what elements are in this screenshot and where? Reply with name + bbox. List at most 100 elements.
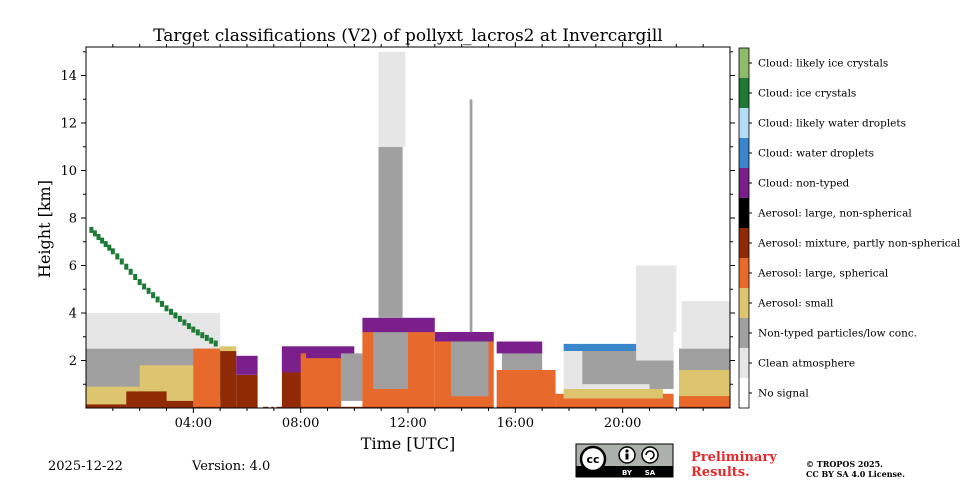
ice-trail-point-4-4: [209, 337, 214, 344]
plot-area: [85, 46, 731, 409]
y-tick-label-4: 10: [60, 164, 77, 179]
region-non-typed-particles-low-conc--16: [340, 353, 363, 401]
y-tick-label-3: 8: [69, 212, 77, 227]
gap-0: [257, 332, 264, 408]
legend-swatch-2: [739, 318, 749, 348]
legend-swatch-11: [739, 48, 749, 78]
region-cloud-non-typed-19: [362, 317, 435, 333]
region-non-typed-particles-low-conc--27: [501, 348, 543, 370]
legend-swatch-0: [739, 378, 749, 408]
legend-label-2: Non-typed particles/low conc.: [758, 328, 917, 340]
chart-title: Target classifications (V2) of pollyxt_l…: [153, 26, 662, 46]
classification-colorbar: No signal Clean atmosphere Non-typed parti…: [738, 47, 960, 409]
ice-trail-point-3-5: [186, 323, 191, 330]
ice-trail-point-1-5: [133, 274, 138, 280]
badge-sa-label: SA: [645, 469, 656, 477]
region-aerosol-large-spherical-14: [300, 353, 341, 408]
legend-label-4: Aerosol: large, spherical: [757, 268, 889, 280]
legend-frame: [738, 47, 750, 409]
ice-trail-point-3-3: [177, 315, 182, 322]
cc-icon: [579, 445, 607, 473]
gap-1: [268, 332, 272, 408]
x-tick-label-1: 08:00: [282, 416, 319, 431]
x-tick-label-3: 16:00: [497, 416, 534, 431]
y-tick-label-1: 4: [69, 307, 77, 322]
region-cloud-non-typed-28: [496, 341, 543, 354]
region-non-typed-particles-low-conc--18: [373, 322, 408, 389]
ice-trail-point-0-4: [103, 241, 108, 248]
license-badge-strip: [576, 466, 673, 477]
legend-swatch-7: [739, 168, 749, 198]
ice-trail-point-0-5: [107, 244, 112, 251]
region-clean-atmosphere-37: [636, 265, 677, 361]
preliminary-label-line1: Preliminary: [691, 450, 777, 465]
ice-trail-point-4-3: [204, 334, 209, 341]
gap-3: [493, 332, 497, 408]
region-aerosol-small-9: [220, 346, 237, 352]
y-axis-ticks: 2 4 6 8 10 12 14: [60, 51, 735, 385]
ice-cloud-trail: [89, 226, 218, 347]
region-cloud-water-droplets-33: [563, 343, 650, 351]
ice-trail-point-4-0: [191, 326, 196, 333]
ice-trail-point-2-4: [155, 296, 160, 303]
legend-label-10: Cloud: ice crystals: [758, 88, 856, 100]
ice-trail-point-3-4: [182, 319, 187, 326]
region-aerosol-mixture-partly-non-spherical-6: [166, 400, 194, 408]
legend-swatch-3: [739, 288, 749, 318]
legend-swatch-6: [739, 198, 749, 228]
ice-trail-point-4-2: [200, 332, 205, 339]
legend-label-3: Aerosol: small: [757, 298, 834, 310]
region-aerosol-small-35: [676, 370, 730, 397]
region-clean-atmosphere-36: [681, 301, 730, 349]
region-aerosol-large-spherical-26: [496, 370, 556, 408]
x-axis-ticks: 04:00 08:00 12:00 16:00 20:00: [112, 42, 704, 431]
legend-swatch-1: [739, 348, 749, 378]
ice-trail-point-2-3: [151, 292, 156, 299]
x-tick-label-2: 12:00: [389, 416, 426, 431]
ice-trail-point-4-5: [213, 340, 218, 347]
cc-icon-label: cc: [586, 453, 599, 466]
ice-trail-point-0-3: [100, 237, 105, 244]
y-tick-label-6: 14: [60, 69, 77, 84]
ice-trail-point-0-1: [92, 230, 97, 237]
legend-label-11: Cloud: likely ice crystals: [758, 58, 888, 70]
y-tick-label-0: 2: [69, 354, 77, 369]
region-non-typed-particles-low-conc--23: [450, 336, 489, 397]
y-tick-label-2: 6: [69, 259, 77, 274]
classification-regions: [86, 51, 730, 409]
legend-swatch-8: [739, 138, 749, 168]
region-non-typed-particles-low-conc--25: [469, 99, 473, 333]
legend-label-5: Aerosol: mixture, partly non-spherical: [757, 238, 960, 250]
x-tick-label-4: 20:00: [604, 416, 641, 431]
legend-label-6: Aerosol: large, non-spherical: [757, 208, 912, 220]
region-cloud-non-typed-15: [306, 346, 355, 359]
ice-trail-point-2-1: [142, 283, 147, 290]
footer-version: Version: 4.0: [191, 459, 270, 474]
legend-swatch-10: [739, 78, 749, 108]
attribution-icon-head: [625, 449, 629, 453]
region-aerosol-mixture-partly-non-spherical-5: [126, 391, 167, 408]
region-cloud-non-typed-24: [434, 332, 494, 342]
ice-trail-point-0-0: [89, 226, 94, 233]
legend-swatch-9: [739, 108, 749, 138]
region-aerosol-small-2: [86, 386, 140, 406]
legend-label-1: Clean atmosphere: [758, 358, 855, 370]
legend-label-7: Cloud: non-typed: [758, 178, 850, 190]
ice-trail-point-1-1: [115, 253, 120, 260]
legend-label-9: Cloud: likely water droplets: [758, 118, 906, 130]
preliminary-label-line2: Results.: [691, 465, 750, 480]
copyright-line2: CC BY SA 4.0 License.: [806, 469, 905, 479]
ice-trail-point-2-0: [137, 279, 142, 286]
ice-trail-point-1-3: [124, 263, 129, 270]
y-axis-label: Height [km]: [35, 180, 54, 278]
share-alike-icon-arc: [645, 450, 655, 460]
ice-trail-point-1-0: [110, 248, 115, 255]
data-gaps: [257, 332, 679, 408]
legend-swatch-5: [739, 228, 749, 258]
share-alike-icon: [641, 446, 659, 464]
badge-by-label: BY: [622, 469, 633, 477]
legend-swatch-4: [739, 258, 749, 288]
region-cloud-non-typed-11: [236, 355, 258, 375]
footer-date: 2025-12-22: [48, 459, 123, 474]
